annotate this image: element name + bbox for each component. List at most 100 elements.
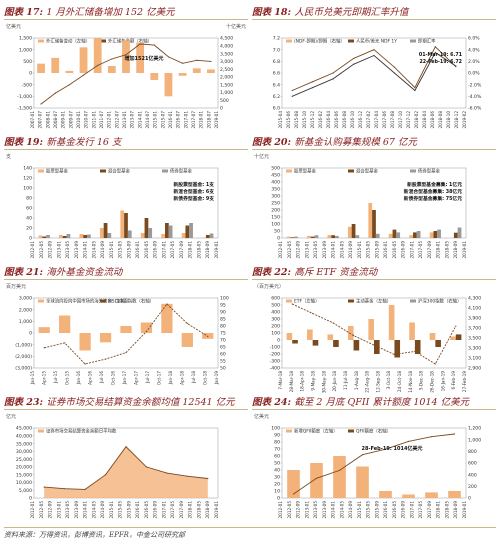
y-tick-label: 7.0 (273, 47, 280, 53)
y-tick-label: 80 (274, 440, 280, 446)
point-mark (315, 477, 318, 479)
bar-mark (38, 327, 50, 333)
x-tick-label: 2012-09 (48, 501, 53, 519)
y2-tick-label: 3,100 (468, 356, 481, 362)
legend-swatch (100, 39, 106, 43)
bar-mark (287, 470, 300, 498)
chart-title-text: 新基金认购募集规模 67 亿元 (294, 137, 417, 148)
y2-tick-label: 3,900 (468, 316, 481, 322)
bar-mark (307, 235, 311, 238)
x-tick-label: 2018-01 (199, 111, 204, 129)
chart-panel-22: 图表 22: 高斥 ETF 资金流动 （百万美元） 600 500 400 300 200 1… (252, 264, 496, 393)
chart-title: 图表 20: 新基金认购募集规模 67 亿元 (252, 134, 496, 150)
y2-tick-label: 90 (220, 310, 226, 316)
bar-mark (347, 226, 352, 238)
bar-mark (59, 235, 63, 238)
legend-swatch (100, 299, 106, 303)
y-tick-label: 1,500 (19, 36, 32, 42)
x-tick-label: 2014-01 (83, 501, 88, 519)
chart-title-text: 海外基金资金流动 (46, 267, 123, 278)
x-tick-label: 2016-07 (176, 111, 181, 129)
x-tick-label: Jul-15 (53, 371, 58, 384)
point-mark (455, 65, 457, 67)
y-tick-label: -400 (270, 366, 281, 372)
bar-mark (292, 340, 298, 344)
legend-swatch (286, 39, 292, 43)
y-tick-label: 50 (274, 229, 280, 235)
x-tick-label: 30-May-18 (321, 371, 326, 394)
x-tick-label: 2012-09 (296, 241, 301, 259)
legend-label: 混合型基金 (356, 168, 379, 175)
x-tick-label: 2016-06 (334, 111, 339, 129)
point-mark (167, 56, 170, 58)
x-tick-label: 2008-01 (45, 111, 50, 129)
x-tick-label: 2015-09 (126, 501, 131, 519)
y-tick-label: 45,000 (16, 426, 32, 432)
legend-label: 股票型基金 (46, 168, 69, 175)
y-tick-label: 300 (271, 317, 280, 323)
x-tick-label: 12-Sep-18 (375, 371, 380, 393)
y-tick-label: 30,000 (16, 449, 32, 455)
x-tick-label: 2018-09 (453, 501, 458, 519)
y-tick-label: 150 (271, 215, 280, 221)
y-tick-label: 2,000 (19, 307, 32, 313)
bar-mark (189, 223, 193, 238)
chart-panel-17: 图表 17: 1 月外汇储备增加 152 亿美元 亿美元 十亿美元 1,500 1,00… (4, 4, 248, 133)
y-tick-label: 120 (23, 176, 32, 182)
x-tick-label: 2015-08 (294, 111, 299, 129)
point-mark (312, 81, 314, 83)
x-tick-label: 2019-01 (214, 501, 219, 519)
bar-mark (46, 235, 50, 238)
point-mark (361, 454, 364, 456)
bar-mark (66, 234, 71, 238)
x-tick-label: 2013-05 (65, 241, 70, 259)
x-tick-label: 2017-01 (409, 501, 414, 519)
x-tick-label: Oct-15 (65, 371, 70, 385)
bar-mark (164, 73, 173, 97)
x-tick-label: 2013-09 (322, 241, 327, 259)
y-tick-label: 400 (271, 180, 280, 186)
point-mark (430, 436, 433, 438)
bar-mark (86, 234, 91, 238)
bar-mark (122, 40, 130, 73)
x-tick-label: 2018-12 (454, 111, 459, 129)
annotation-text: 新混合型基金: 6支 (173, 188, 214, 195)
x-tick-label: 2013-05 (65, 501, 70, 519)
point-mark (373, 54, 375, 57)
y2-tick-label: 1,200 (468, 426, 481, 432)
x-tick-label: 2008-07 (53, 111, 58, 129)
x-tick-label: 2017-01 (161, 501, 166, 519)
y2-tick-label: 65 (220, 345, 226, 351)
x-tick-label: 2019-01 (214, 111, 219, 129)
x-tick-label: 2019-01 (462, 501, 467, 519)
annotation-text: 22-Feb-19: 6.72 (419, 59, 462, 65)
bar-mark (368, 203, 373, 238)
y-tick-label: 35,000 (16, 441, 32, 447)
x-tick-label: 2013-01 (304, 241, 309, 259)
y-tick-label: 20 (26, 226, 32, 232)
x-tick-label: 2016-05 (392, 501, 397, 519)
chart-title: 图表 19: 新基金发行 16 支 (4, 134, 248, 150)
x-tick-label: 2012-09 (296, 501, 301, 519)
bar-mark (161, 234, 166, 238)
point-mark (43, 486, 45, 488)
chart-title: 图表 17: 1 月外汇储备增加 152 亿美元 (4, 4, 248, 20)
source-note: 资料来源：万得资讯，彭博资讯，EPFR，中金公司研究部 (4, 527, 496, 540)
x-tick-label: 2015-09 (374, 501, 379, 519)
y-tick-label: 0 (29, 496, 32, 502)
x-tick-label: 2012-05 (287, 241, 292, 259)
x-tick-label: 2015-04 (278, 111, 283, 129)
y-tick-label: 0 (29, 331, 32, 337)
bar-mark (425, 492, 438, 498)
legend-swatch (410, 299, 416, 303)
y2-tick-label: 1,000 (220, 90, 233, 96)
bar-mark (429, 333, 436, 340)
plot-frame (281, 37, 467, 109)
point-mark (186, 322, 188, 325)
legend-label: 股票型基金 (294, 168, 317, 175)
x-tick-label: Apr-16 (88, 371, 93, 385)
y-tick-label: 60 (26, 206, 32, 212)
x-tick-label: 2017-01 (409, 241, 414, 259)
x-tick-label: 2016-01 (383, 241, 388, 259)
point-mark (84, 363, 86, 365)
